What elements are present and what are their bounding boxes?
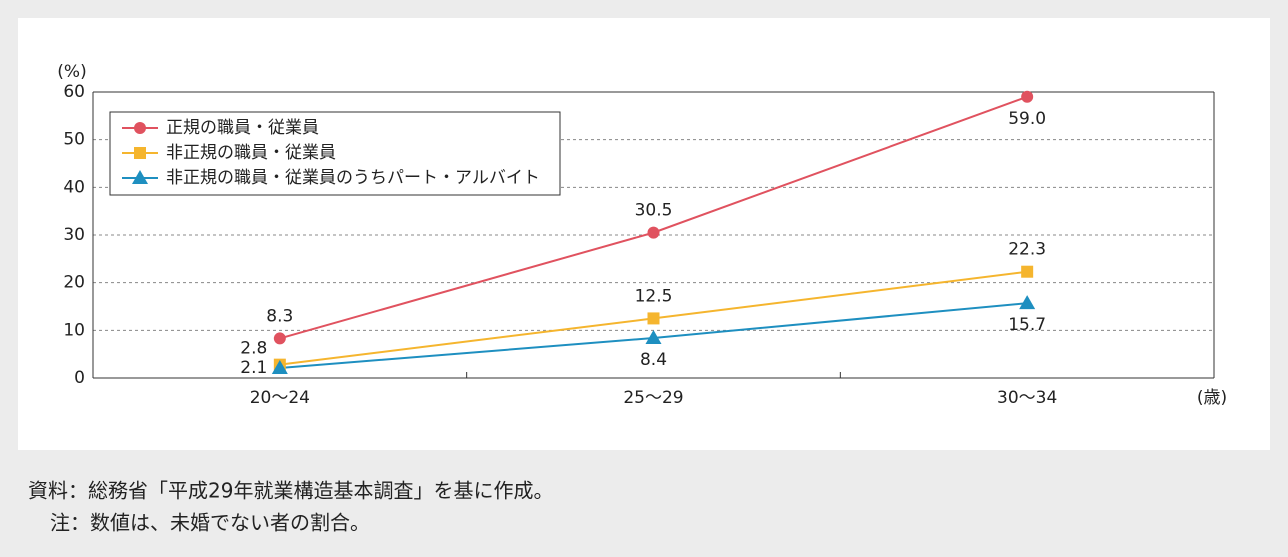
data-label: 2.1 — [240, 358, 267, 378]
data-label: 15.7 — [1008, 315, 1046, 335]
legend-label: 非正規の職員・従業員のうちパート・アルバイト — [166, 168, 540, 188]
marker — [1021, 90, 1034, 103]
data-label: 22.3 — [1008, 240, 1046, 260]
marker — [645, 329, 662, 344]
legend-marker — [134, 122, 146, 134]
legend-marker — [132, 170, 148, 184]
y-tick-label: 40 — [63, 177, 85, 197]
y-tick-label: 20 — [63, 273, 85, 293]
data-label: 30.5 — [635, 201, 673, 221]
marker — [273, 332, 286, 345]
data-label: 8.3 — [266, 306, 293, 326]
data-label: 59.0 — [1008, 109, 1046, 129]
y-tick-label: 10 — [63, 320, 85, 340]
x-tick-label: 30～34 — [997, 388, 1057, 408]
data-label: 12.5 — [635, 286, 673, 306]
y-tick-label: 50 — [63, 130, 85, 150]
y-tick-label: 0 — [74, 368, 85, 388]
legend-label: 正規の職員・従業員 — [166, 118, 319, 138]
x-tick-label: 20～24 — [250, 388, 310, 408]
x-unit: (歳) — [1197, 388, 1227, 408]
legend-box — [109, 111, 561, 196]
data-label: 2.8 — [240, 339, 267, 359]
y-unit: (%) — [57, 62, 86, 82]
marker — [647, 312, 660, 325]
data-label: 8.4 — [640, 350, 667, 370]
chart-panel — [18, 18, 1270, 450]
marker — [647, 226, 660, 239]
marker — [1019, 295, 1036, 310]
legend-label: 非正規の職員・従業員 — [166, 143, 336, 163]
y-tick-label: 60 — [63, 82, 85, 102]
footnote: 注：数値は、未婚でない者の割合。 — [50, 511, 370, 535]
legend-marker — [134, 147, 146, 159]
y-tick-label: 30 — [63, 225, 85, 245]
marker — [271, 359, 288, 374]
marker — [1021, 265, 1034, 278]
x-tick-label: 25～29 — [623, 388, 683, 408]
source-note: 資料：総務省「平成29年就業構造基本調査」を基に作成。 — [28, 479, 553, 503]
